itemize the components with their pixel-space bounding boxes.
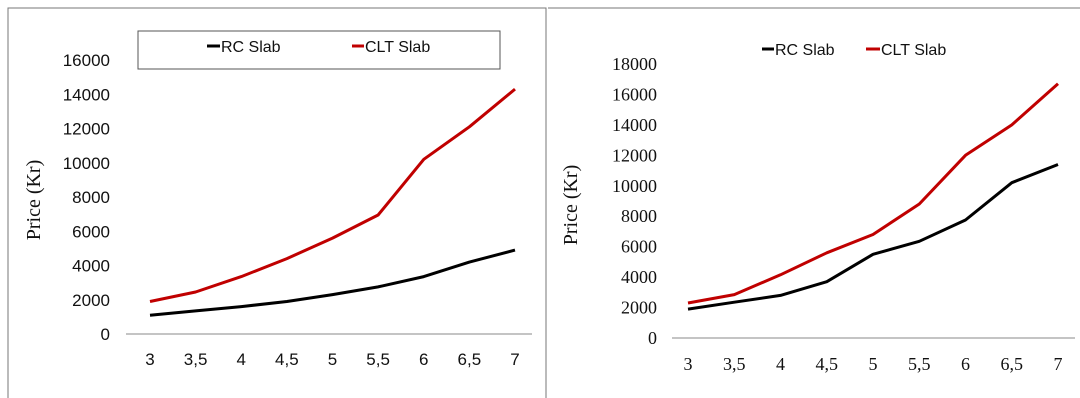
y-tick-label: 8000 [72,188,110,207]
y-tick-label: 0 [101,325,110,344]
y-tick-label: 0 [648,328,657,348]
x-tick-label: 3 [684,354,693,374]
legend: RC Slab CLT Slab [207,39,430,56]
y-tick-label: 8000 [621,206,657,226]
plot-area [149,87,516,317]
y-axis-label: Price (Kr) [560,165,582,246]
series-line-clt-slab [687,82,1059,305]
x-tick-label: 6 [961,354,970,374]
x-tick-label: 5 [869,354,878,374]
legend-label: CLT Slab [365,39,430,56]
x-tick-label: 5,5 [366,350,390,369]
y-tick-label: 10000 [63,154,110,173]
x-tick-label: 3,5 [184,350,208,369]
y-tick-label: 16000 [612,84,657,104]
x-tick-label: 3,5 [723,354,746,374]
series-line-rc-slab [687,163,1059,311]
y-tick-label: 14000 [612,115,657,135]
y-tick-label: 10000 [612,176,657,196]
y-tick-label: 2000 [72,291,110,310]
chart-panel-right: RC Slab CLT Slab Price (Kr) 0 2000 4000 6000… [548,7,1080,374]
y-tick-label: 12000 [63,120,110,139]
series-line-clt-slab [149,87,516,303]
series-line-rc-slab [149,248,516,317]
x-tick-label: 6,5 [458,350,482,369]
x-tick-label: 7 [510,350,519,369]
chart-panel-left: RC Slab CLT Slab Price (Kr) 0 2000 4000 6000… [7,7,547,398]
y-tick-label: 16000 [63,51,110,70]
legend-label: RC Slab [775,42,835,59]
x-tick-label: 4,5 [275,350,299,369]
axes: 0 2000 4000 6000 8000 10000 12000 14000 16000 180… [612,54,1075,374]
legend: RC Slab CLT Slab [762,42,946,59]
x-tick-label: 4 [237,350,246,369]
y-tick-label: 6000 [72,222,110,241]
x-tick-label: 5,5 [908,354,931,374]
y-tick-label: 4000 [72,257,110,276]
plot-area [687,82,1059,311]
y-tick-label: 4000 [621,267,657,287]
x-tick-label: 4,5 [816,354,839,374]
y-tick-label: 18000 [612,54,657,74]
chart-frame [7,7,547,398]
y-tick-label: 6000 [621,237,657,257]
legend-label: CLT Slab [881,42,946,59]
y-tick-label: 12000 [612,145,657,165]
y-axis-label: Price (Kr) [23,160,45,241]
x-tick-label: 6 [419,350,428,369]
x-tick-label: 3 [145,350,154,369]
x-tick-label: 7 [1054,354,1063,374]
x-tick-label: 4 [776,354,785,374]
x-tick-label: 6,5 [1001,354,1024,374]
axes: 0 2000 4000 6000 8000 10000 12000 14000 16000 3 3,… [63,51,532,369]
x-tick-label: 5 [328,350,337,369]
y-tick-label: 14000 [63,85,110,104]
legend-box [137,30,501,70]
legend-label: RC Slab [221,39,281,56]
y-tick-label: 2000 [621,298,657,318]
